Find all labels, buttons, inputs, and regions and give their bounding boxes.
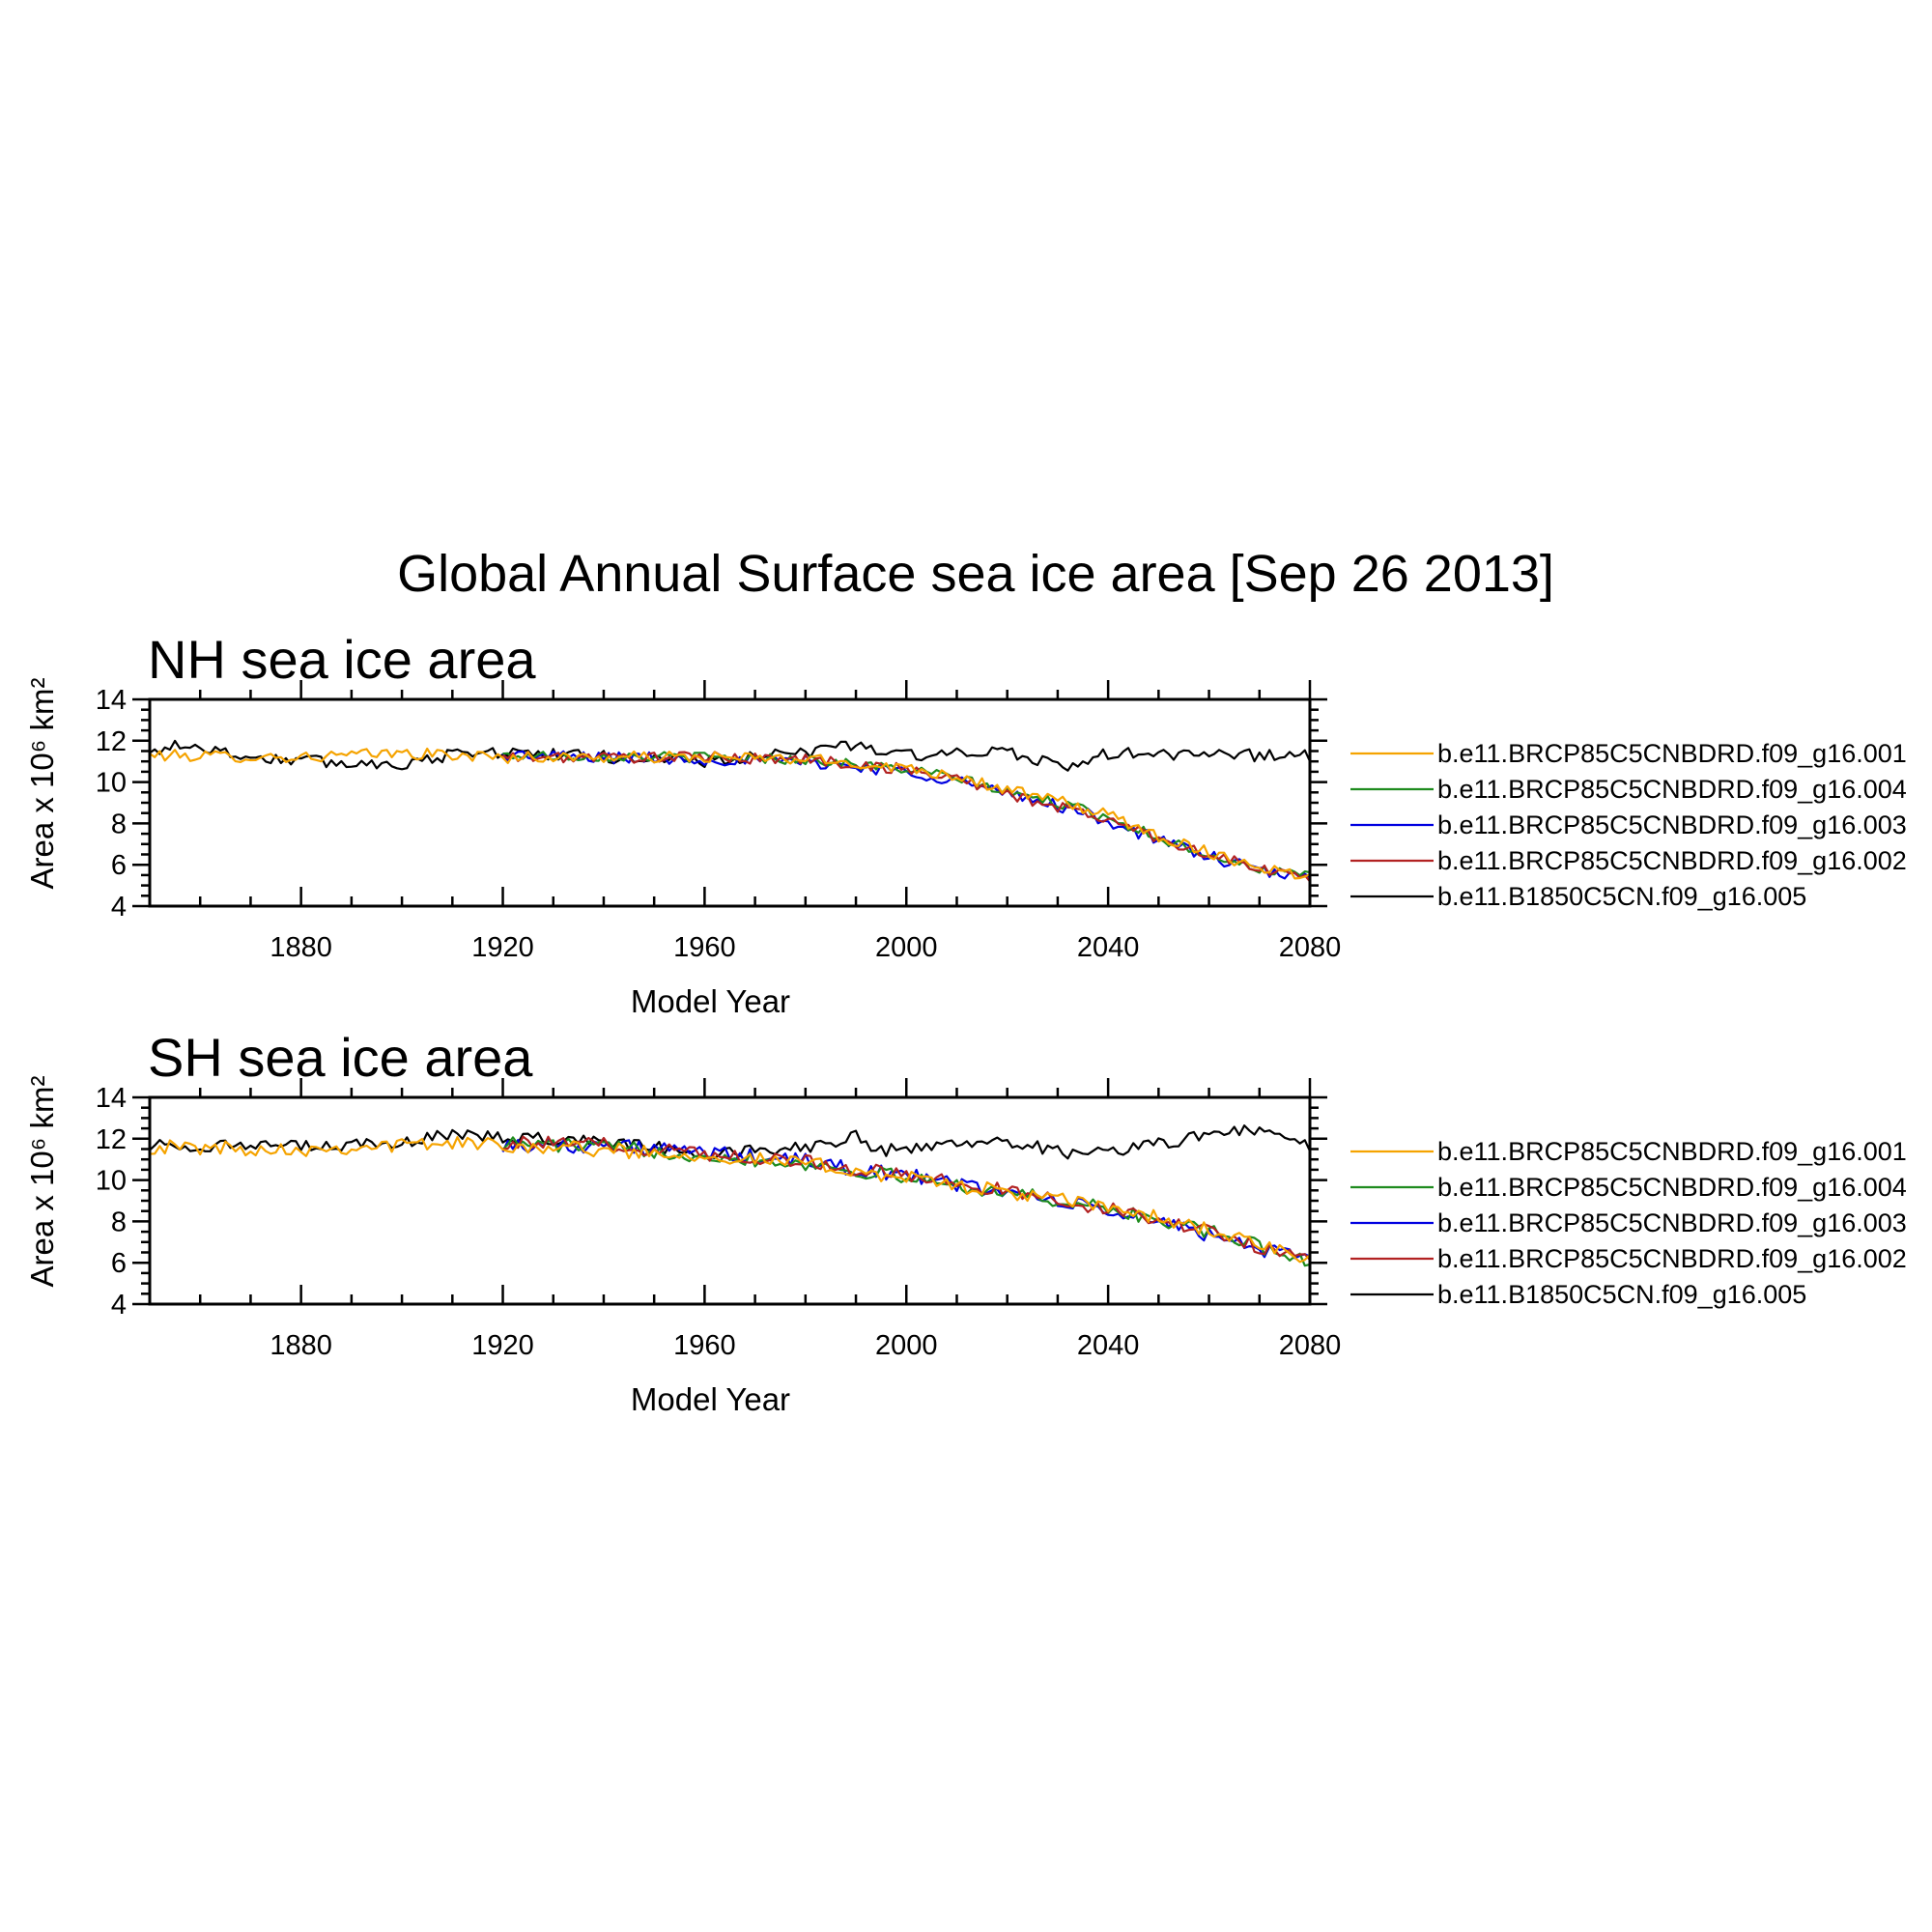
sh-series-line-4 [502, 1135, 1310, 1261]
sh-ytick-label: 6 [111, 1248, 127, 1279]
sh-ytick-label: 10 [96, 1166, 127, 1197]
sh-legend-label-2: b.e11.BRCP85C5CNBDRD.f09_g16.004 [1437, 1173, 1907, 1202]
sh-legend-label-3: b.e11.BRCP85C5CNBDRD.f09_g16.003 [1437, 1208, 1907, 1237]
sh-ytick-label: 12 [96, 1124, 127, 1155]
nh-xtick-label: 2080 [1279, 932, 1342, 963]
sh-xtick-label: 2000 [875, 1330, 938, 1361]
nh-series-line-1 [150, 747, 1310, 880]
nh-xtick-label: 1920 [471, 932, 534, 963]
sh-plot-frame [148, 1095, 1312, 1306]
nh-y-axis-label: Area x 10⁶ km² [24, 678, 60, 890]
sh-y-axis-label: Area x 10⁶ km² [24, 1076, 60, 1288]
sh-xtick-label: 1960 [673, 1330, 736, 1361]
nh-xtick-label: 2040 [1077, 932, 1140, 963]
sh-ytick-label: 4 [111, 1290, 127, 1321]
sh-series-line-5 [150, 1123, 1310, 1160]
sh-xtick-label: 1920 [471, 1330, 534, 1361]
sh-xtick-label: 2080 [1279, 1330, 1342, 1361]
nh-legend-label-3: b.e11.BRCP85C5CNBDRD.f09_g16.003 [1437, 810, 1907, 839]
nh-legend-label-1: b.e11.BRCP85C5CNBDRD.f09_g16.001 [1437, 739, 1907, 768]
sh-x-axis-label: Model Year [631, 1381, 790, 1417]
nh-legend-label-5: b.e11.B1850C5CN.f09_g16.005 [1437, 882, 1806, 911]
sh-series-line-3 [501, 1138, 1310, 1260]
nh-series-group [150, 739, 1310, 883]
sh-legend-label-4: b.e11.BRCP85C5CNBDRD.f09_g16.002 [1437, 1244, 1907, 1273]
sh-series-line-1 [150, 1136, 1310, 1264]
sh-xtick-label: 2040 [1077, 1330, 1140, 1361]
nh-legend-label-2: b.e11.BRCP85C5CNBDRD.f09_g16.004 [1437, 775, 1907, 804]
nh-ytick-label: 8 [111, 809, 127, 839]
nh-ytick-label: 14 [96, 685, 127, 716]
nh-series-line-5 [150, 739, 1310, 772]
nh-panel-title: NH sea ice area [148, 629, 536, 690]
nh-xtick-label: 1960 [673, 932, 736, 963]
figure-title: Global Annual Surface sea ice area [Sep … [397, 545, 1554, 603]
sh-legend-label-1: b.e11.BRCP85C5CNBDRD.f09_g16.001 [1437, 1137, 1907, 1166]
nh-xtick-label: 1880 [270, 932, 332, 963]
nh-series-line-2 [502, 751, 1310, 877]
sh-xtick-label: 1880 [270, 1330, 332, 1361]
nh-xtick-label: 2000 [875, 932, 938, 963]
sh-ytick-label: 8 [111, 1207, 127, 1237]
nh-plot-frame [148, 697, 1312, 908]
sh-panel-title: SH sea ice area [148, 1027, 533, 1088]
sh-panel: SH sea ice area 1880 1920 1960 2000 2040 2080 4… [24, 1027, 1907, 1417]
nh-legend-label-4: b.e11.BRCP85C5CNBDRD.f09_g16.002 [1437, 846, 1907, 875]
sh-ytick-label: 14 [96, 1083, 127, 1114]
nh-ytick-label: 4 [111, 892, 127, 923]
nh-panel: NH sea ice area 1880 1920 1960 2000 2040 2080 4… [24, 629, 1907, 1019]
sh-legend-label-5: b.e11.B1850C5CN.f09_g16.005 [1437, 1280, 1806, 1309]
sh-series-line-2 [501, 1136, 1310, 1267]
sh-series-group [150, 1123, 1310, 1267]
nh-ytick-label: 6 [111, 850, 127, 881]
nh-ytick-label: 12 [96, 726, 127, 757]
nh-ytick-label: 10 [96, 768, 127, 799]
nh-x-axis-label: Model Year [631, 983, 790, 1019]
